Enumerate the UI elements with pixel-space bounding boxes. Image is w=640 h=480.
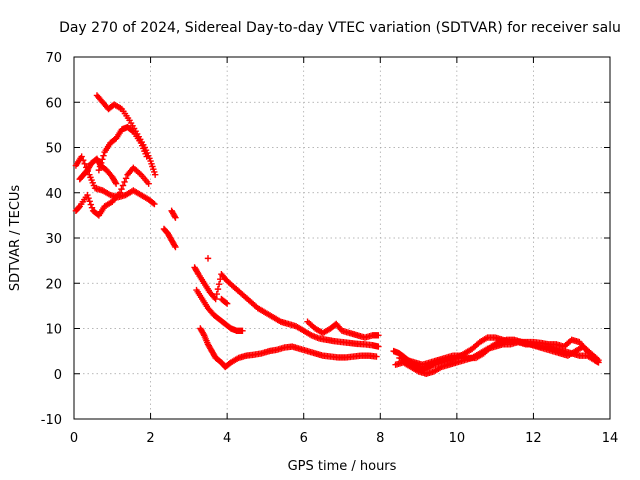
y-tick-label: 20 xyxy=(45,277,62,292)
data-point xyxy=(595,356,602,364)
data-point xyxy=(223,300,231,307)
data-point xyxy=(87,201,95,208)
y-tick-label: 0 xyxy=(54,368,62,383)
y-tick-label: 70 xyxy=(45,51,62,66)
data-point xyxy=(375,332,382,339)
axis-ticks xyxy=(73,56,611,420)
data-point xyxy=(112,179,119,186)
y-tick-label: 30 xyxy=(45,232,62,247)
data-point xyxy=(373,353,380,360)
y-tick-label: -10 xyxy=(41,413,62,428)
data-point xyxy=(214,285,222,293)
data-point xyxy=(112,180,120,187)
data-point xyxy=(215,280,223,288)
data-point xyxy=(100,152,107,159)
x-tick-label: 10 xyxy=(449,431,466,446)
data-point xyxy=(121,178,128,186)
x-tick-label: 14 xyxy=(602,431,619,446)
data-point xyxy=(171,242,178,249)
data-point xyxy=(78,153,85,160)
data-point xyxy=(172,243,179,251)
data-point xyxy=(217,275,224,283)
data-point xyxy=(79,156,87,164)
series-track-8 xyxy=(193,286,246,334)
x-tick-label: 4 xyxy=(223,431,231,446)
data-point xyxy=(151,171,159,178)
data-point xyxy=(145,180,152,187)
x-tick-label: 8 xyxy=(376,431,384,446)
data-point xyxy=(375,343,382,350)
data-point xyxy=(119,182,127,189)
data-point xyxy=(212,295,219,303)
data-point xyxy=(95,166,103,174)
data-point xyxy=(204,255,212,262)
data-point xyxy=(151,200,158,208)
data-point xyxy=(118,185,125,193)
series-track-5 xyxy=(76,155,120,187)
x-tick-label: 12 xyxy=(525,431,542,446)
data-point xyxy=(150,199,157,207)
series-track-14 xyxy=(396,336,602,368)
data-point xyxy=(122,175,130,182)
y-tick-label: 40 xyxy=(45,187,62,202)
data-markers xyxy=(72,92,602,377)
data-point xyxy=(85,194,92,202)
y-tick-label: 50 xyxy=(45,142,62,157)
series-track-11 xyxy=(204,255,212,262)
data-point xyxy=(239,327,246,334)
data-point xyxy=(172,214,179,221)
series-track-3 xyxy=(72,164,152,219)
chart-title: Day 270 of 2024, Sidereal Day-to-day VTE… xyxy=(59,20,621,36)
y-tick-label: 10 xyxy=(45,323,62,338)
data-point xyxy=(84,191,91,199)
series-track-4 xyxy=(95,123,150,174)
gridlines xyxy=(74,57,610,419)
data-point xyxy=(213,290,221,298)
x-tick-label: 6 xyxy=(300,431,308,446)
data-point xyxy=(143,153,150,160)
data-point xyxy=(171,213,178,220)
data-point xyxy=(211,294,218,301)
x-tick-label: 0 xyxy=(70,431,78,446)
series-track-7 xyxy=(191,264,382,350)
x-axis-label: GPS time / hours xyxy=(288,459,397,474)
data-point xyxy=(99,156,106,163)
tick-labels: 0 2 4 6 8 10 12 14 -10 0 10 20 30 40 50 60 70 xyxy=(41,51,619,446)
data-point xyxy=(116,189,124,196)
series-track-6 xyxy=(160,207,179,251)
y-tick-label: 60 xyxy=(45,96,62,111)
x-tick-label: 2 xyxy=(146,431,154,446)
series-track-9 xyxy=(197,325,380,371)
data-point xyxy=(88,204,96,211)
y-axis-label: SDTVAR / TECUs xyxy=(8,185,23,292)
series-track-10 xyxy=(304,318,382,341)
data-point xyxy=(86,198,93,205)
data-point xyxy=(81,160,88,167)
data-point xyxy=(222,299,230,306)
